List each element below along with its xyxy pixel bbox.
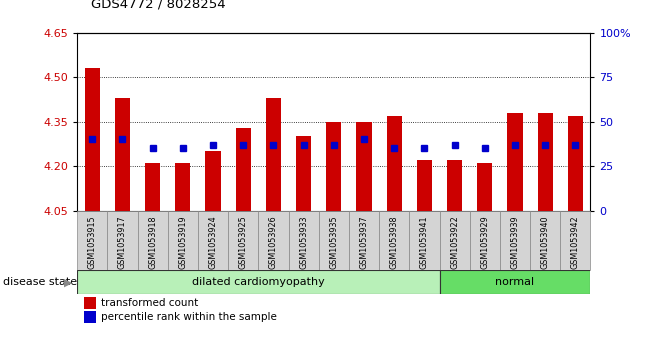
- Text: GSM1053941: GSM1053941: [420, 215, 429, 269]
- Text: GDS4772 / 8028254: GDS4772 / 8028254: [91, 0, 225, 11]
- Bar: [138, 211, 168, 270]
- Bar: [477, 163, 493, 211]
- Text: GSM1053935: GSM1053935: [329, 215, 338, 269]
- Text: GSM1053925: GSM1053925: [239, 215, 248, 269]
- Bar: [115, 98, 130, 211]
- Bar: [507, 113, 523, 211]
- Text: GSM1053940: GSM1053940: [541, 215, 550, 269]
- Bar: [84, 297, 96, 309]
- Text: GSM1053922: GSM1053922: [450, 215, 459, 269]
- Text: GSM1053942: GSM1053942: [571, 215, 580, 269]
- Bar: [409, 211, 440, 270]
- Text: percentile rank within the sample: percentile rank within the sample: [101, 312, 276, 322]
- Bar: [236, 127, 251, 211]
- Bar: [440, 270, 590, 294]
- Bar: [440, 211, 470, 270]
- Bar: [386, 116, 402, 211]
- Bar: [568, 116, 583, 211]
- Text: GSM1053924: GSM1053924: [209, 215, 217, 269]
- Bar: [198, 211, 228, 270]
- Text: GSM1053915: GSM1053915: [88, 215, 97, 269]
- Bar: [537, 113, 553, 211]
- Bar: [349, 211, 379, 270]
- Bar: [205, 151, 221, 211]
- Bar: [228, 211, 258, 270]
- Bar: [258, 211, 289, 270]
- Text: GSM1053926: GSM1053926: [269, 215, 278, 269]
- Bar: [145, 163, 160, 211]
- Text: dilated cardiomyopathy: dilated cardiomyopathy: [192, 277, 325, 287]
- Text: disease state: disease state: [3, 277, 77, 287]
- Text: transformed count: transformed count: [101, 298, 198, 308]
- Text: GSM1053938: GSM1053938: [390, 215, 399, 269]
- Bar: [175, 163, 191, 211]
- Bar: [470, 211, 500, 270]
- Bar: [530, 211, 560, 270]
- Bar: [417, 160, 432, 211]
- Bar: [107, 211, 138, 270]
- Text: GSM1053939: GSM1053939: [511, 215, 519, 269]
- Text: ▶: ▶: [64, 277, 72, 287]
- Bar: [266, 98, 281, 211]
- Bar: [289, 211, 319, 270]
- Bar: [379, 211, 409, 270]
- Bar: [560, 211, 590, 270]
- Bar: [326, 122, 342, 211]
- Bar: [77, 211, 107, 270]
- Text: GSM1053918: GSM1053918: [148, 215, 157, 269]
- Text: GSM1053929: GSM1053929: [480, 215, 489, 269]
- Bar: [447, 160, 462, 211]
- Text: normal: normal: [495, 277, 535, 287]
- Text: GSM1053933: GSM1053933: [299, 215, 308, 269]
- Text: GSM1053917: GSM1053917: [118, 215, 127, 269]
- Bar: [319, 211, 349, 270]
- Text: GSM1053919: GSM1053919: [178, 215, 187, 269]
- Bar: [356, 122, 372, 211]
- Bar: [84, 311, 96, 323]
- Bar: [85, 68, 100, 211]
- Bar: [77, 270, 440, 294]
- Bar: [500, 211, 530, 270]
- Text: GSM1053937: GSM1053937: [360, 215, 368, 269]
- Bar: [296, 136, 311, 211]
- Bar: [168, 211, 198, 270]
